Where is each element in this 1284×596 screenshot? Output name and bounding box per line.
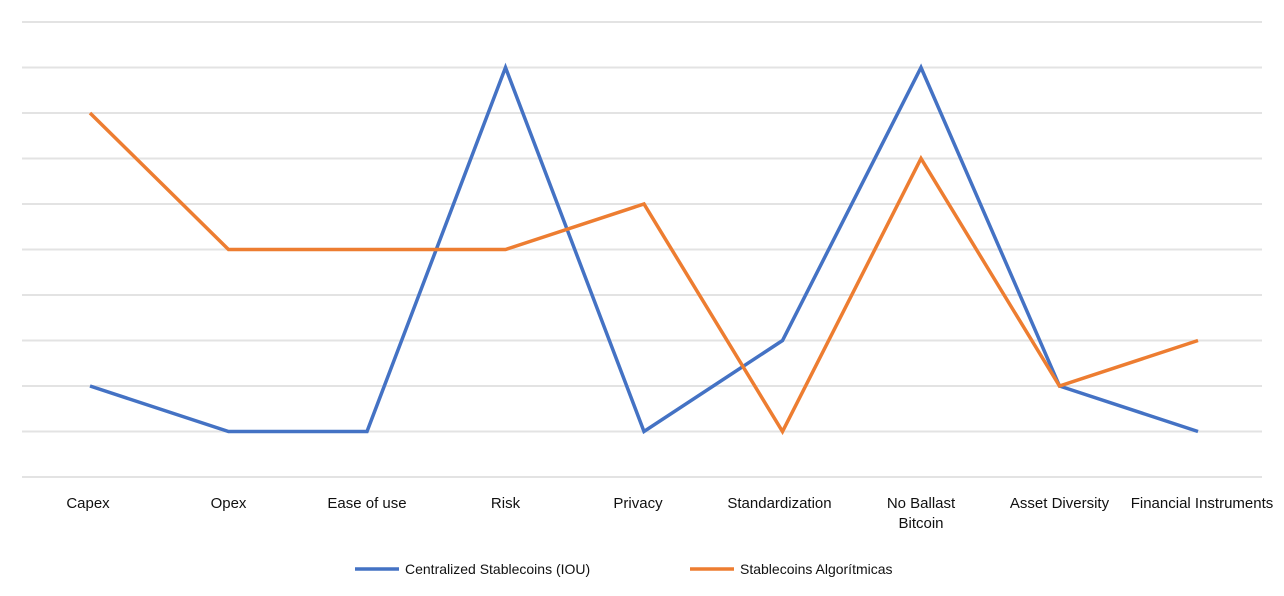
x-tick-label-line: Bitcoin [898, 515, 943, 532]
legend-label-1: Centralized Stablecoins (IOU) [405, 561, 590, 577]
series-line-2 [88, 111, 1199, 436]
legend-label-2: Stablecoins Algorítmicas [740, 561, 893, 577]
x-tick-label: Opex [211, 495, 247, 512]
x-tick-label: Asset Diversity [1010, 495, 1110, 512]
x-tick-label: Standardization [727, 495, 831, 512]
x-tick-label-line: Standardization [727, 495, 831, 512]
x-tick-label: Risk [491, 495, 521, 512]
x-tick-label-line: Opex [211, 495, 247, 512]
x-tick-label-line: Financial Instruments [1131, 495, 1274, 512]
series-line-1 [89, 62, 1199, 435]
x-tick-label-line: No Ballast [887, 495, 956, 512]
x-tick-label: Privacy [613, 495, 663, 512]
x-axis-labels: Capex Opex Ease of use Risk Privacy Standardi… [66, 495, 1273, 532]
x-tick-label: Financial Instruments [1131, 495, 1274, 512]
x-tick-label-line: Asset Diversity [1010, 495, 1110, 512]
x-tick-label: Capex [66, 495, 110, 512]
x-tick-label: Ease of use [327, 495, 406, 512]
x-tick-label-line: Risk [491, 495, 521, 512]
series-lines [88, 62, 1199, 436]
x-tick-label-line: Privacy [613, 495, 663, 512]
x-tick-label: No Ballast Bitcoin [887, 495, 956, 532]
gridlines [22, 21, 1262, 478]
x-tick-label-line: Capex [66, 495, 110, 512]
x-tick-label-line: Ease of use [327, 495, 406, 512]
legend: Centralized Stablecoins (IOU) Stablecoins… [355, 561, 893, 577]
